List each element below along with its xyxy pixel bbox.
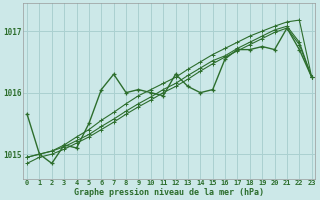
X-axis label: Graphe pression niveau de la mer (hPa): Graphe pression niveau de la mer (hPa) bbox=[74, 188, 264, 197]
